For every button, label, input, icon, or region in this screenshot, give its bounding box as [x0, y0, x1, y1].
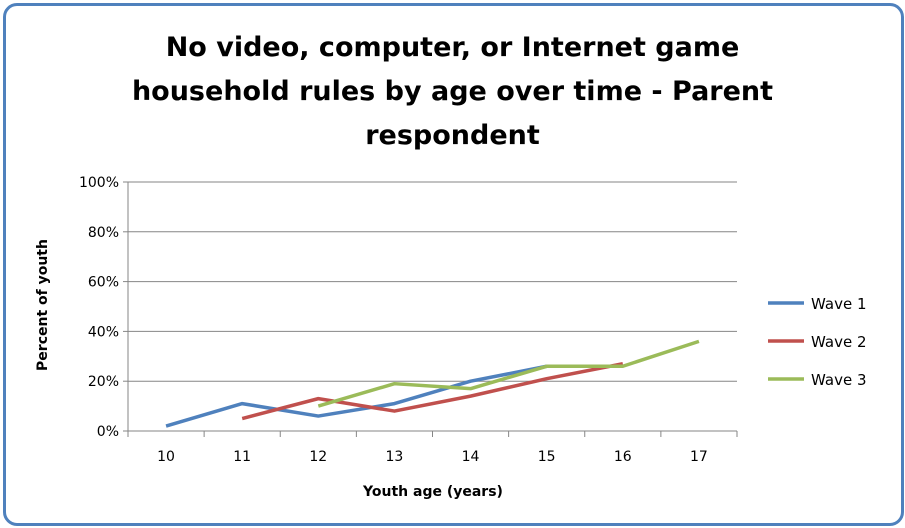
y-axis-title: Percent of youth [35, 239, 51, 371]
x-tick-label: 17 [690, 449, 708, 465]
x-tick-label: 13 [386, 449, 404, 465]
x-tick-label: 12 [309, 449, 327, 465]
y-tick-label: 80% [88, 225, 119, 241]
x-tick-labels: 10 11 12 13 14 15 16 17 [157, 449, 708, 465]
legend-label: Wave 1 [811, 295, 866, 313]
chart-frame [3, 3, 904, 526]
y-tick-label: 100% [79, 175, 119, 191]
y-tick-label: 0% [97, 424, 119, 440]
x-tick-label: 16 [614, 449, 632, 465]
series-line-wave-3 [317, 339, 700, 408]
legend-label: Wave 3 [811, 371, 866, 389]
y-tick-label: 40% [88, 324, 119, 340]
x-tick-label: 11 [233, 449, 251, 465]
x-tick-label: 14 [462, 449, 480, 465]
legend: Wave 1 Wave 2 Wave 3 [768, 295, 866, 389]
chart-title: No video, computer, or Internet game hou… [131, 32, 774, 151]
y-tick-label: 60% [88, 275, 119, 291]
y-tick-label: 20% [88, 374, 119, 390]
x-axis-title: Youth age (years) [362, 484, 503, 500]
series-lines [165, 339, 700, 428]
legend-label: Wave 2 [811, 333, 866, 351]
axes [123, 181, 738, 437]
gridlines [128, 181, 737, 382]
y-tick-labels: 0% 20% 40% 60% 80% 100% [79, 175, 119, 440]
series-line-wave-1 [165, 364, 548, 428]
x-tick-label: 10 [157, 449, 175, 465]
series-line-wave-2 [241, 362, 624, 421]
x-tick-label: 15 [538, 449, 556, 465]
